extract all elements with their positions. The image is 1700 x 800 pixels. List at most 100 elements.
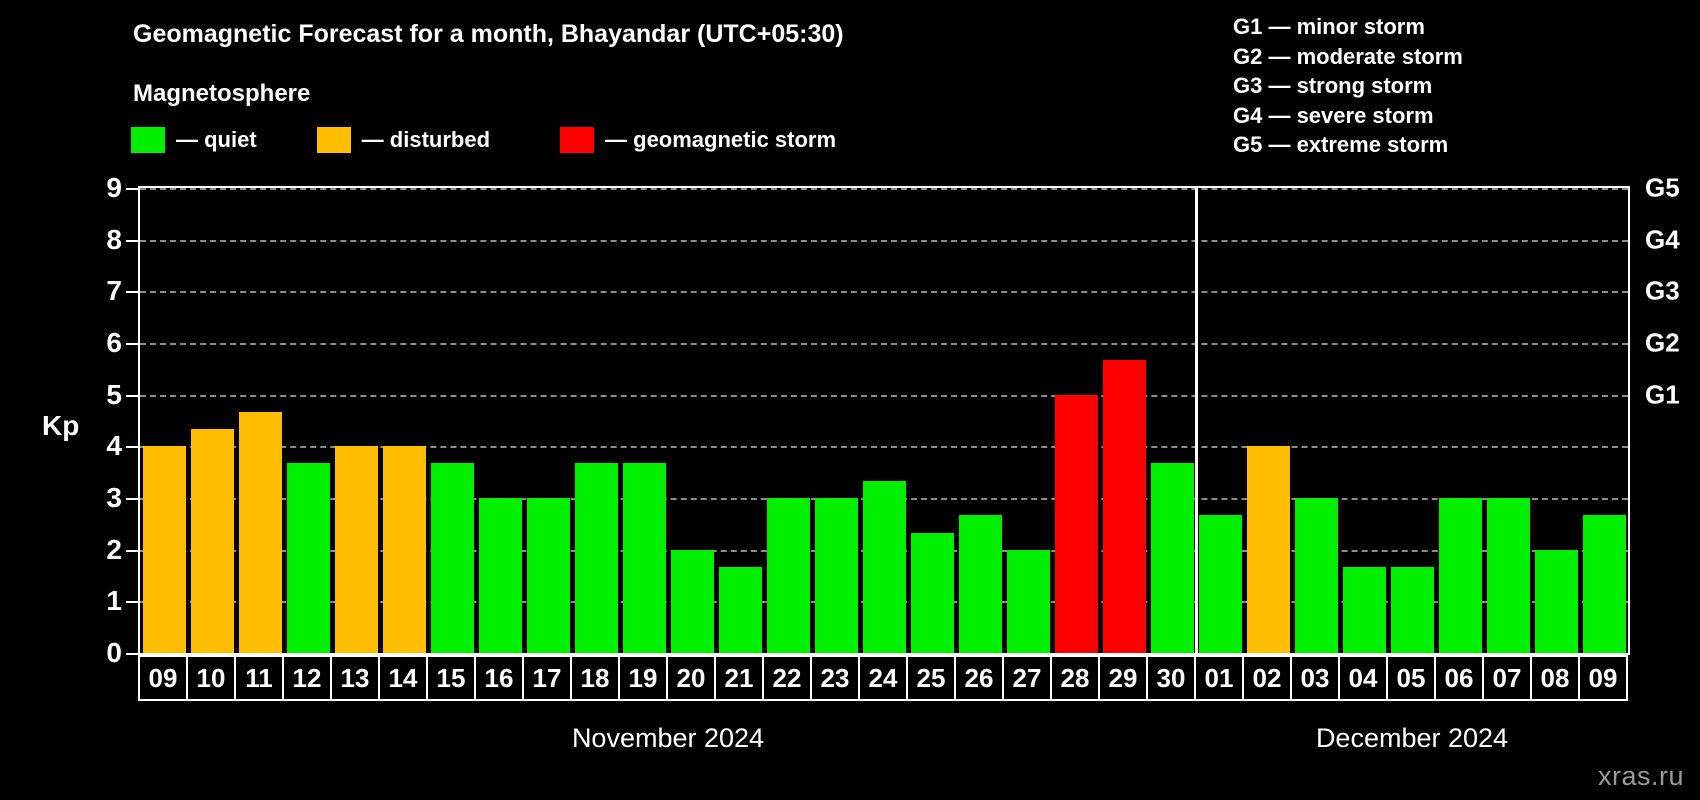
gridline-kp-9 bbox=[140, 188, 1628, 190]
gridline-kp-5 bbox=[140, 394, 1628, 397]
gridline-kp-7 bbox=[140, 291, 1628, 294]
y-tick-label-7: 7 bbox=[106, 275, 122, 307]
date-cell-22: 01 bbox=[1194, 655, 1244, 701]
bar-11 bbox=[238, 411, 282, 653]
date-cell-19: 28 bbox=[1050, 655, 1100, 701]
bar-26 bbox=[958, 515, 1002, 653]
y-tick-label-9: 9 bbox=[106, 172, 122, 203]
date-cell-1: 10 bbox=[186, 655, 236, 701]
quiet-legend-label: — quiet bbox=[176, 127, 257, 152]
y-tick-label-3: 3 bbox=[106, 482, 122, 513]
g-tick-label-G2: G2 bbox=[1645, 327, 1680, 358]
date-cell-20: 29 bbox=[1098, 655, 1148, 701]
bar-13 bbox=[334, 446, 378, 653]
bar-04 bbox=[1342, 566, 1386, 653]
date-cell-7: 16 bbox=[474, 655, 524, 701]
bar-20 bbox=[670, 549, 714, 653]
g-tick-label-G1: G1 bbox=[1645, 379, 1680, 410]
bar-29 bbox=[1102, 360, 1146, 653]
y-tick-mark-4 bbox=[126, 446, 138, 449]
y-tick-mark-3 bbox=[126, 498, 138, 500]
date-cell-10: 19 bbox=[618, 655, 668, 701]
bar-01 bbox=[1198, 515, 1242, 653]
date-cell-12: 21 bbox=[714, 655, 764, 701]
bar-09 bbox=[142, 446, 186, 653]
gridline-kp-6 bbox=[140, 343, 1628, 345]
y-tick-mark-5 bbox=[126, 394, 138, 397]
disturbed-legend-label: — disturbed bbox=[361, 127, 491, 152]
date-cell-21: 30 bbox=[1146, 655, 1196, 701]
bar-12 bbox=[286, 463, 330, 653]
bar-08 bbox=[1534, 549, 1578, 653]
date-cell-16: 25 bbox=[906, 655, 956, 701]
storm-legend-label: — geomagnetic storm bbox=[605, 127, 837, 152]
g-legend-row-2: G2 — moderate storm bbox=[1233, 43, 1463, 69]
bar-09 bbox=[1582, 515, 1626, 653]
date-cell-28: 07 bbox=[1482, 655, 1532, 701]
bar-03 bbox=[1294, 498, 1338, 653]
y-tick-label-8: 8 bbox=[106, 223, 122, 255]
date-cell-9: 18 bbox=[570, 655, 620, 701]
g-legend-row-4: G4 — severe storm bbox=[1233, 102, 1434, 128]
date-cell-5: 14 bbox=[378, 655, 428, 701]
bars-layer bbox=[140, 188, 1628, 653]
y-tick-label-0: 0 bbox=[106, 637, 122, 668]
month-divider bbox=[1195, 186, 1198, 655]
date-cell-30: 09 bbox=[1578, 655, 1628, 701]
date-cell-24: 03 bbox=[1290, 655, 1340, 701]
bar-02 bbox=[1246, 446, 1290, 653]
date-cell-29: 08 bbox=[1530, 655, 1580, 701]
bar-27 bbox=[1006, 549, 1050, 653]
date-cell-8: 17 bbox=[522, 655, 572, 701]
bar-23 bbox=[814, 498, 858, 653]
y-tick-mark-2 bbox=[126, 549, 138, 552]
y-tick-label-4: 4 bbox=[106, 430, 122, 462]
date-cell-0: 09 bbox=[138, 655, 188, 701]
bar-30 bbox=[1150, 463, 1194, 653]
y-tick-label-2: 2 bbox=[106, 533, 122, 565]
g-tick-label-G5: G5 bbox=[1645, 172, 1680, 203]
date-cell-14: 23 bbox=[810, 655, 860, 701]
month-caption-0: November 2024 bbox=[571, 723, 765, 753]
bar-18 bbox=[574, 463, 618, 653]
bar-10 bbox=[190, 429, 234, 653]
date-cell-25: 04 bbox=[1338, 655, 1388, 701]
g-scale-legend: G1 — minor storm G2 — moderate storm G3 — … bbox=[1233, 12, 1463, 160]
date-cell-26: 05 bbox=[1386, 655, 1436, 701]
bar-17 bbox=[526, 498, 570, 653]
date-cell-18: 27 bbox=[1002, 655, 1052, 701]
g-legend-row-1: G1 — minor storm bbox=[1233, 14, 1425, 39]
g-legend-row-5: G5 — extreme storm bbox=[1233, 132, 1449, 157]
date-cell-17: 26 bbox=[954, 655, 1004, 701]
y-tick-label-1: 1 bbox=[106, 585, 122, 617]
bar-05 bbox=[1390, 566, 1434, 653]
y-tick-mark-0 bbox=[126, 653, 138, 655]
disturbed-legend-swatch bbox=[316, 127, 351, 153]
g-tick-label-G4: G4 bbox=[1645, 224, 1680, 255]
disturbed-legend: — disturbed bbox=[316, 127, 491, 153]
page-title: Geomagnetic Forecast for a month, Bhayan… bbox=[133, 20, 844, 48]
quiet-legend: — quiet bbox=[131, 127, 257, 153]
date-cell-23: 02 bbox=[1242, 655, 1292, 701]
y-tick-mark-9 bbox=[126, 188, 138, 190]
bar-24 bbox=[862, 480, 906, 653]
gridline-kp-8 bbox=[140, 239, 1628, 242]
date-cell-15: 24 bbox=[858, 655, 908, 701]
bar-25 bbox=[910, 532, 954, 653]
y-tick-mark-6 bbox=[126, 343, 138, 345]
color-legend: — quiet — disturbed — geomagnetic storm bbox=[131, 127, 836, 153]
bar-22 bbox=[766, 498, 810, 653]
y-tick-mark-8 bbox=[126, 239, 138, 242]
storm-legend-swatch bbox=[560, 127, 595, 153]
bar-28 bbox=[1054, 394, 1098, 653]
storm-legend: — geomagnetic storm bbox=[560, 127, 836, 153]
date-cell-4: 13 bbox=[330, 655, 380, 701]
bar-21 bbox=[718, 566, 762, 653]
quiet-legend-swatch bbox=[131, 127, 165, 153]
y-tick-mark-1 bbox=[126, 601, 138, 604]
bar-06 bbox=[1438, 498, 1482, 653]
gridline-kp-4 bbox=[140, 446, 1628, 449]
date-cell-13: 22 bbox=[762, 655, 812, 701]
y-tick-label-5: 5 bbox=[106, 378, 122, 410]
bar-07 bbox=[1486, 498, 1530, 653]
